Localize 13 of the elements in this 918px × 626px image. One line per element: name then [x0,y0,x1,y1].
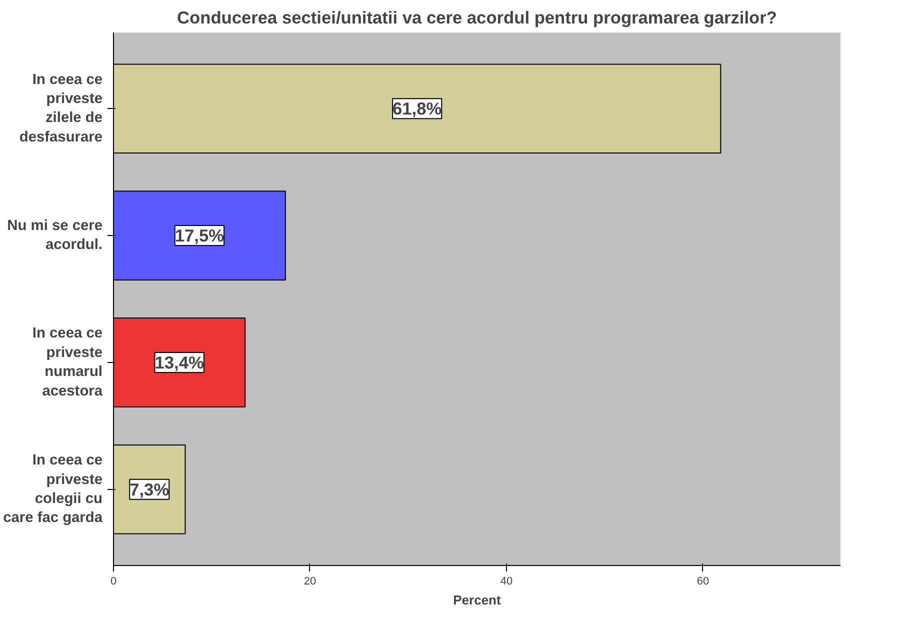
y-tick-label: In ceea ce priveste colegii cu care fac garda [3,452,104,526]
x-tick-label: 20 [304,576,316,588]
data-label: 17,5% [174,226,224,246]
x-tick-label: 60 [696,576,710,588]
x-tick-label: 40 [500,576,513,588]
x-tick-label: 0 [110,576,117,588]
data-label: 61,8% [392,98,442,119]
data-label: 13,4% [154,352,204,372]
y-tick-label: In ceea ce priveste numarul acestora [32,326,104,400]
y-tick-label: In ceea ce priveste zilele de desfasurare [19,72,103,146]
y-tick-label: Nu mi se cere acordul. [7,218,103,254]
x-axis-title: Percent [453,592,502,608]
chart-title: Conducerea sectiei/unitatii va cere acordul pentru programarea garzilor? [177,8,777,28]
